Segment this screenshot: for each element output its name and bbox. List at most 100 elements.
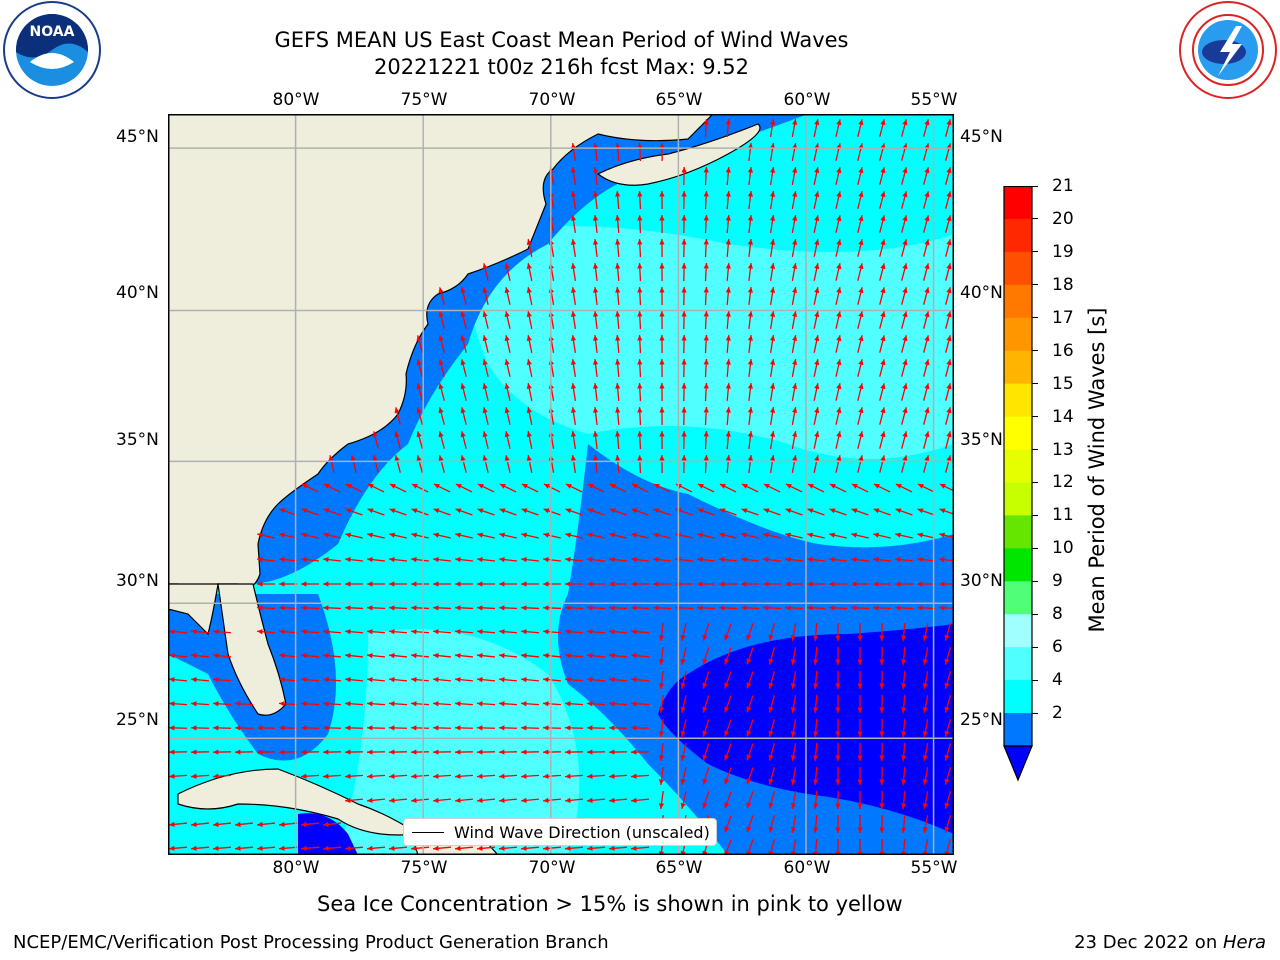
wave-direction-arrow bbox=[879, 814, 885, 834]
wave-direction-arrow bbox=[945, 335, 952, 353]
wave-direction-arrow bbox=[725, 334, 731, 354]
wave-direction-arrow bbox=[769, 287, 776, 305]
wave-direction-arrow bbox=[747, 286, 754, 306]
nws-logo bbox=[1176, 0, 1280, 104]
wave-direction-arrow bbox=[300, 773, 320, 779]
wave-direction-arrow bbox=[857, 239, 864, 257]
wave-direction-arrow bbox=[740, 581, 760, 587]
colorbar-tick-label: 20 bbox=[1052, 208, 1074, 229]
wave-direction-arrow bbox=[608, 653, 628, 659]
wave-direction-arrow bbox=[835, 670, 841, 690]
wave-direction-arrow bbox=[388, 556, 408, 563]
wave-direction-arrow bbox=[681, 382, 687, 402]
wave-direction-arrow bbox=[790, 791, 797, 809]
wave-direction-arrow bbox=[681, 334, 687, 354]
colorbar-segment bbox=[1004, 647, 1032, 681]
wave-direction-arrow bbox=[565, 483, 583, 493]
wave-direction-arrow bbox=[659, 214, 665, 234]
wave-direction-arrow bbox=[850, 605, 870, 611]
wave-direction-arrow bbox=[835, 239, 842, 257]
wave-direction-arrow bbox=[659, 142, 665, 162]
wave-direction-arrow bbox=[879, 431, 886, 449]
wave-direction-arrow bbox=[652, 581, 672, 587]
wave-direction-arrow bbox=[835, 311, 842, 329]
wave-direction-arrow bbox=[813, 694, 819, 714]
wave-direction-arrow bbox=[724, 791, 732, 809]
wave-direction-arrow bbox=[394, 431, 401, 449]
wave-direction-arrow bbox=[703, 286, 709, 306]
wave-direction-arrow bbox=[724, 695, 732, 713]
wave-direction-arrow bbox=[747, 334, 754, 354]
wave-direction-arrow bbox=[769, 263, 776, 281]
wave-direction-arrow bbox=[592, 142, 599, 162]
wave-direction-arrow bbox=[366, 677, 386, 683]
wave-direction-arrow bbox=[168, 701, 188, 707]
wave-direction-arrow bbox=[916, 556, 936, 563]
wave-direction-arrow bbox=[703, 454, 709, 474]
wave-direction-arrow bbox=[944, 623, 952, 641]
wave-direction-arrow bbox=[570, 215, 577, 233]
wave-direction-arrow bbox=[476, 749, 496, 755]
wave-direction-arrow bbox=[763, 508, 781, 516]
wave-direction-arrow bbox=[658, 790, 665, 810]
wave-direction-arrow bbox=[659, 334, 665, 354]
wave-direction-arrow bbox=[681, 214, 687, 234]
wave-direction-arrow bbox=[790, 743, 797, 761]
date-text: 23 Dec 2022 on Hera bbox=[1074, 932, 1266, 954]
wave-direction-arrow bbox=[570, 455, 577, 473]
wave-direction-arrow bbox=[813, 359, 820, 377]
wave-direction-arrow bbox=[791, 191, 798, 209]
wave-direction-arrow bbox=[526, 359, 533, 377]
lat-label-left: 30°N bbox=[116, 571, 159, 591]
lon-label-bottom: 55°W bbox=[910, 858, 958, 878]
wave-direction-arrow bbox=[857, 814, 863, 834]
wave-direction-arrow bbox=[923, 215, 930, 233]
wave-direction-arrow bbox=[322, 605, 342, 611]
wave-direction-arrow bbox=[570, 431, 577, 449]
wave-direction-arrow bbox=[586, 797, 606, 803]
wave-direction-arrow bbox=[680, 719, 687, 737]
wave-direction-arrow bbox=[769, 167, 776, 185]
wave-direction-arrow bbox=[768, 815, 776, 833]
lon-label-top: 70°W bbox=[528, 90, 576, 110]
wave-direction-arrow bbox=[564, 845, 584, 851]
wave-direction-arrow bbox=[476, 725, 496, 731]
wave-direction-arrow bbox=[724, 647, 732, 665]
wave-direction-arrow bbox=[366, 749, 386, 755]
wave-direction-arrow bbox=[433, 532, 451, 539]
wave-direction-arrow bbox=[762, 605, 782, 611]
colorbar bbox=[1000, 185, 1040, 786]
wave-direction-arrow bbox=[637, 358, 643, 378]
lon-label-top: 75°W bbox=[400, 90, 448, 110]
colorbar-segment bbox=[1004, 680, 1032, 714]
wave-direction-arrow bbox=[703, 238, 709, 258]
wave-direction-arrow bbox=[630, 773, 650, 779]
wave-direction-arrow bbox=[659, 430, 665, 450]
colorbar-tick-mark bbox=[1032, 383, 1038, 385]
wave-direction-arrow bbox=[901, 335, 908, 353]
wave-direction-arrow bbox=[542, 653, 562, 659]
wave-direction-arrow bbox=[807, 532, 825, 539]
wave-direction-arrow bbox=[681, 190, 687, 210]
wave-direction-arrow bbox=[433, 508, 451, 516]
wave-direction-arrow bbox=[322, 653, 342, 659]
wave-direction-arrow bbox=[168, 749, 188, 755]
wave-direction-arrow bbox=[637, 382, 643, 402]
wave-direction-arrow bbox=[680, 647, 687, 665]
wave-direction-arrow bbox=[724, 671, 732, 689]
wave-direction-arrow bbox=[301, 483, 319, 493]
wave-direction-arrow bbox=[416, 431, 423, 449]
wave-direction-arrow bbox=[725, 406, 731, 426]
wave-direction-arrow bbox=[857, 431, 864, 449]
wave-direction-arrow bbox=[637, 430, 643, 450]
wave-direction-arrow bbox=[520, 749, 540, 755]
wave-direction-arrow bbox=[322, 701, 342, 707]
wave-direction-arrow bbox=[768, 791, 776, 809]
wave-direction-arrow bbox=[344, 581, 364, 587]
wave-direction-arrow bbox=[586, 773, 606, 779]
wave-direction-arrow bbox=[680, 695, 687, 713]
wave-direction-arrow bbox=[592, 190, 599, 210]
wave-direction-arrow bbox=[835, 814, 841, 834]
wave-direction-arrow bbox=[791, 431, 798, 449]
wave-direction-arrow bbox=[322, 581, 342, 587]
